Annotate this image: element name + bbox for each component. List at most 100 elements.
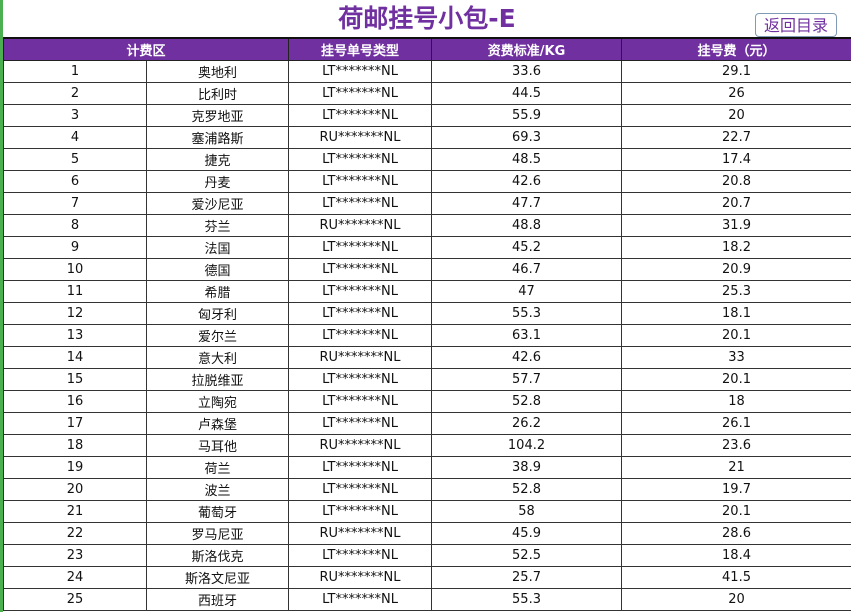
cell-country: 希腊 [145, 280, 290, 303]
cell-registration-fee: 31.9 [621, 214, 851, 237]
cell-rate-per-kg: 52.5 [431, 544, 623, 567]
cell-tracking-type: LT*******NL [288, 170, 433, 193]
cell-rate-per-kg: 45.2 [431, 236, 623, 259]
cell-zone-number: 18 [3, 434, 147, 457]
cell-rate-per-kg: 48.5 [431, 148, 623, 171]
cell-tracking-type: LT*******NL [288, 60, 433, 83]
cell-zone-number: 21 [3, 500, 147, 523]
cell-rate-per-kg: 55.3 [431, 302, 623, 325]
cell-rate-per-kg: 47 [431, 280, 623, 303]
header-tracking-type: 挂号单号类型 [288, 37, 433, 61]
cell-rate-per-kg: 55.3 [431, 588, 623, 611]
cell-country: 意大利 [145, 346, 290, 369]
back-to-index-button[interactable]: 返回目录 [755, 13, 837, 37]
cell-country: 立陶宛 [145, 390, 290, 413]
cell-zone-number: 22 [3, 522, 147, 545]
cell-zone-number: 6 [3, 170, 147, 193]
cell-tracking-type: LT*******NL [288, 544, 433, 567]
page-title: 荷邮挂号小包-E [338, 4, 516, 33]
cell-rate-per-kg: 47.7 [431, 192, 623, 215]
cell-tracking-type: RU*******NL [288, 434, 433, 457]
cell-registration-fee: 18.4 [621, 544, 851, 567]
cell-zone-number: 13 [3, 324, 147, 347]
cell-registration-fee: 21 [621, 456, 851, 479]
cell-registration-fee: 28.6 [621, 522, 851, 545]
header-rate-per-kg: 资费标准/KG [431, 37, 623, 61]
table-row: 4 塞浦路斯 RU*******NL 69.3 22.7 [3, 126, 851, 149]
cell-zone-number: 7 [3, 192, 147, 215]
cell-country: 匈牙利 [145, 302, 290, 325]
table-row: 9 法国 LT*******NL 45.2 18.2 [3, 236, 851, 259]
cell-registration-fee: 18.1 [621, 302, 851, 325]
cell-zone-number: 11 [3, 280, 147, 303]
cell-rate-per-kg: 69.3 [431, 126, 623, 149]
cell-rate-per-kg: 52.8 [431, 478, 623, 501]
cell-country: 芬兰 [145, 214, 290, 237]
table-row: 25 西班牙 LT*******NL 55.3 20 [3, 588, 851, 611]
cell-country: 拉脱维亚 [145, 368, 290, 391]
cell-zone-number: 12 [3, 302, 147, 325]
cell-country: 克罗地亚 [145, 104, 290, 127]
cell-tracking-type: LT*******NL [288, 456, 433, 479]
cell-tracking-type: RU*******NL [288, 566, 433, 589]
cell-registration-fee: 25.3 [621, 280, 851, 303]
cell-tracking-type: RU*******NL [288, 522, 433, 545]
cell-zone-number: 17 [3, 412, 147, 435]
cell-country: 马耳他 [145, 434, 290, 457]
cell-country: 比利时 [145, 82, 290, 105]
cell-registration-fee: 20.1 [621, 500, 851, 523]
cell-tracking-type: LT*******NL [288, 390, 433, 413]
cell-country: 塞浦路斯 [145, 126, 290, 149]
cell-tracking-type: LT*******NL [288, 236, 433, 259]
cell-country: 罗马尼亚 [145, 522, 290, 545]
cell-zone-number: 8 [3, 214, 147, 237]
table-row: 19 荷兰 LT*******NL 38.9 21 [3, 456, 851, 479]
header-zone: 计费区 [2, 37, 290, 61]
table-row: 11 希腊 LT*******NL 47 25.3 [3, 280, 851, 303]
cell-rate-per-kg: 42.6 [431, 346, 623, 369]
table-row: 2 比利时 LT*******NL 44.5 26 [3, 82, 851, 105]
cell-tracking-type: LT*******NL [288, 412, 433, 435]
table-row: 1 奥地利 LT*******NL 33.6 29.1 [3, 60, 851, 83]
table-row: 17 卢森堡 LT*******NL 26.2 26.1 [3, 412, 851, 435]
cell-zone-number: 9 [3, 236, 147, 259]
cell-registration-fee: 20.7 [621, 192, 851, 215]
cell-zone-number: 14 [3, 346, 147, 369]
table-row: 21 葡萄牙 LT*******NL 58 20.1 [3, 500, 851, 523]
cell-registration-fee: 23.6 [621, 434, 851, 457]
cell-country: 奥地利 [145, 60, 290, 83]
cell-zone-number: 25 [3, 588, 147, 611]
cell-country: 葡萄牙 [145, 500, 290, 523]
cell-registration-fee: 33 [621, 346, 851, 369]
table-row: 18 马耳他 RU*******NL 104.2 23.6 [3, 434, 851, 457]
cell-country: 斯洛伐克 [145, 544, 290, 567]
table-row: 7 爱沙尼亚 LT*******NL 47.7 20.7 [3, 192, 851, 215]
table-row: 8 芬兰 RU*******NL 48.8 31.9 [3, 214, 851, 237]
cell-registration-fee: 20 [621, 104, 851, 127]
cell-rate-per-kg: 58 [431, 500, 623, 523]
cell-tracking-type: LT*******NL [288, 588, 433, 611]
cell-tracking-type: LT*******NL [288, 302, 433, 325]
cell-rate-per-kg: 25.7 [431, 566, 623, 589]
cell-registration-fee: 19.7 [621, 478, 851, 501]
cell-rate-per-kg: 46.7 [431, 258, 623, 281]
cell-zone-number: 16 [3, 390, 147, 413]
cell-rate-per-kg: 48.8 [431, 214, 623, 237]
cell-zone-number: 2 [3, 82, 147, 105]
cell-registration-fee: 17.4 [621, 148, 851, 171]
cell-country: 爱尔兰 [145, 324, 290, 347]
cell-country: 卢森堡 [145, 412, 290, 435]
cell-rate-per-kg: 55.9 [431, 104, 623, 127]
cell-zone-number: 15 [3, 368, 147, 391]
table-row: 14 意大利 RU*******NL 42.6 33 [3, 346, 851, 369]
cell-tracking-type: LT*******NL [288, 82, 433, 105]
cell-country: 法国 [145, 236, 290, 259]
cell-country: 波兰 [145, 478, 290, 501]
cell-rate-per-kg: 42.6 [431, 170, 623, 193]
cell-zone-number: 10 [3, 258, 147, 281]
cell-country: 荷兰 [145, 456, 290, 479]
cell-zone-number: 4 [3, 126, 147, 149]
table-row: 13 爱尔兰 LT*******NL 63.1 20.1 [3, 324, 851, 347]
cell-tracking-type: LT*******NL [288, 324, 433, 347]
cell-country: 斯洛文尼亚 [145, 566, 290, 589]
